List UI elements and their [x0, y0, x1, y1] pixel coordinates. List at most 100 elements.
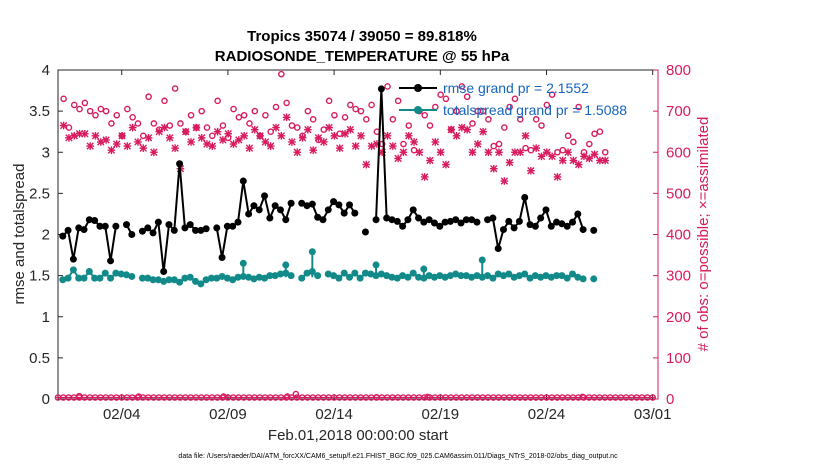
data-point [441, 218, 449, 226]
possible-marker [352, 105, 359, 113]
possible-marker [538, 122, 545, 129]
assimilated-marker [277, 132, 286, 140]
possible-marker [262, 111, 269, 119]
data-point [499, 226, 507, 234]
legend-rmse-marker [414, 84, 422, 92]
assimilated-marker [436, 148, 445, 157]
data-point [569, 270, 577, 278]
possible-marker [564, 132, 572, 140]
data-point [176, 278, 184, 286]
data-point [590, 226, 598, 234]
assimilated-marker [245, 144, 254, 152]
data-point [202, 276, 210, 284]
possible-marker [469, 120, 476, 127]
data-point [197, 280, 205, 288]
possible-marker [554, 148, 561, 156]
possible-marker [108, 120, 115, 127]
left-tick-label: 3.5 [29, 103, 50, 120]
data-point [261, 192, 269, 200]
data-point [399, 222, 407, 230]
data-point [542, 272, 550, 280]
data-point [489, 214, 497, 222]
data-point [197, 226, 205, 234]
data-point [250, 202, 258, 210]
data-point [250, 275, 258, 283]
series-layer [54, 70, 656, 401]
assimilated-marker [171, 144, 179, 152]
data-point [96, 274, 104, 282]
assimilated-marker [452, 132, 461, 140]
assimilated-marker [553, 173, 562, 181]
x-tick-label: 02/24 [528, 406, 566, 423]
assimilated-marker [601, 156, 610, 165]
data-point [425, 216, 433, 224]
data-point [420, 274, 428, 282]
data-point [218, 254, 226, 262]
data-point [457, 272, 465, 280]
possible-marker [522, 144, 529, 152]
possible-marker [304, 107, 312, 115]
chart-subtitle: RADIOSONDE_TEMPERATURE @ 55 hPa [215, 48, 510, 65]
data-point [415, 214, 423, 222]
possible-marker [490, 142, 498, 150]
legend: rmse grand pr = 2.1552 totalspread grand… [399, 80, 627, 118]
data-point [276, 270, 284, 278]
assimilated-marker [102, 136, 110, 144]
data-point [494, 244, 502, 252]
assimilated-marker [585, 154, 594, 163]
possible-marker [463, 93, 471, 101]
data-point [563, 274, 571, 282]
assimilated-marker [505, 158, 514, 167]
right-tick-label: 300 [666, 268, 691, 285]
assimilated-marker [516, 148, 525, 157]
x-tick-label: 02/14 [315, 406, 353, 423]
data-point [298, 199, 306, 207]
data-point [314, 272, 322, 280]
assimilated-marker [240, 132, 248, 140]
data-point [425, 272, 433, 280]
data-point [330, 198, 338, 206]
assimilated-marker [590, 150, 599, 159]
left-tick-label: 1.5 [29, 268, 50, 285]
left-tick-label: 1 [42, 309, 50, 326]
data-point [154, 218, 162, 226]
right-tick-label: 500 [666, 185, 691, 202]
data-point [160, 268, 168, 276]
possible-marker [81, 99, 89, 107]
possible-marker [325, 97, 333, 105]
data-point [303, 202, 311, 210]
data-point [165, 276, 173, 284]
data-point [526, 274, 534, 282]
possible-marker [134, 120, 142, 127]
assimilated-marker [362, 160, 371, 169]
assimilated-marker [521, 132, 530, 140]
data-point [91, 274, 99, 282]
assimilated-marker [564, 148, 572, 157]
data-point [361, 228, 369, 236]
possible-marker [495, 140, 503, 148]
assimilated-marker [224, 129, 233, 138]
data-point [255, 206, 263, 214]
possible-marker [601, 148, 609, 156]
data-point [223, 274, 231, 282]
possible-marker [272, 103, 280, 111]
data-point [388, 273, 396, 281]
data-point [101, 222, 109, 230]
possible-marker [124, 105, 131, 113]
data-point [181, 224, 189, 232]
data-point [409, 269, 417, 277]
assimilated-marker [548, 152, 556, 161]
assimilated-marker [304, 125, 312, 134]
possible-marker [543, 101, 551, 109]
possible-marker [240, 111, 248, 119]
data-point [335, 274, 343, 282]
assimilated-marker [394, 154, 402, 163]
assimilated-marker [235, 136, 243, 144]
legend-rmse-label: rmse grand pr = 2.1552 [443, 80, 589, 96]
possible-marker [278, 70, 285, 78]
data-point [505, 217, 513, 225]
data-point [192, 226, 200, 234]
data-point [579, 275, 587, 283]
data-point [101, 269, 109, 277]
